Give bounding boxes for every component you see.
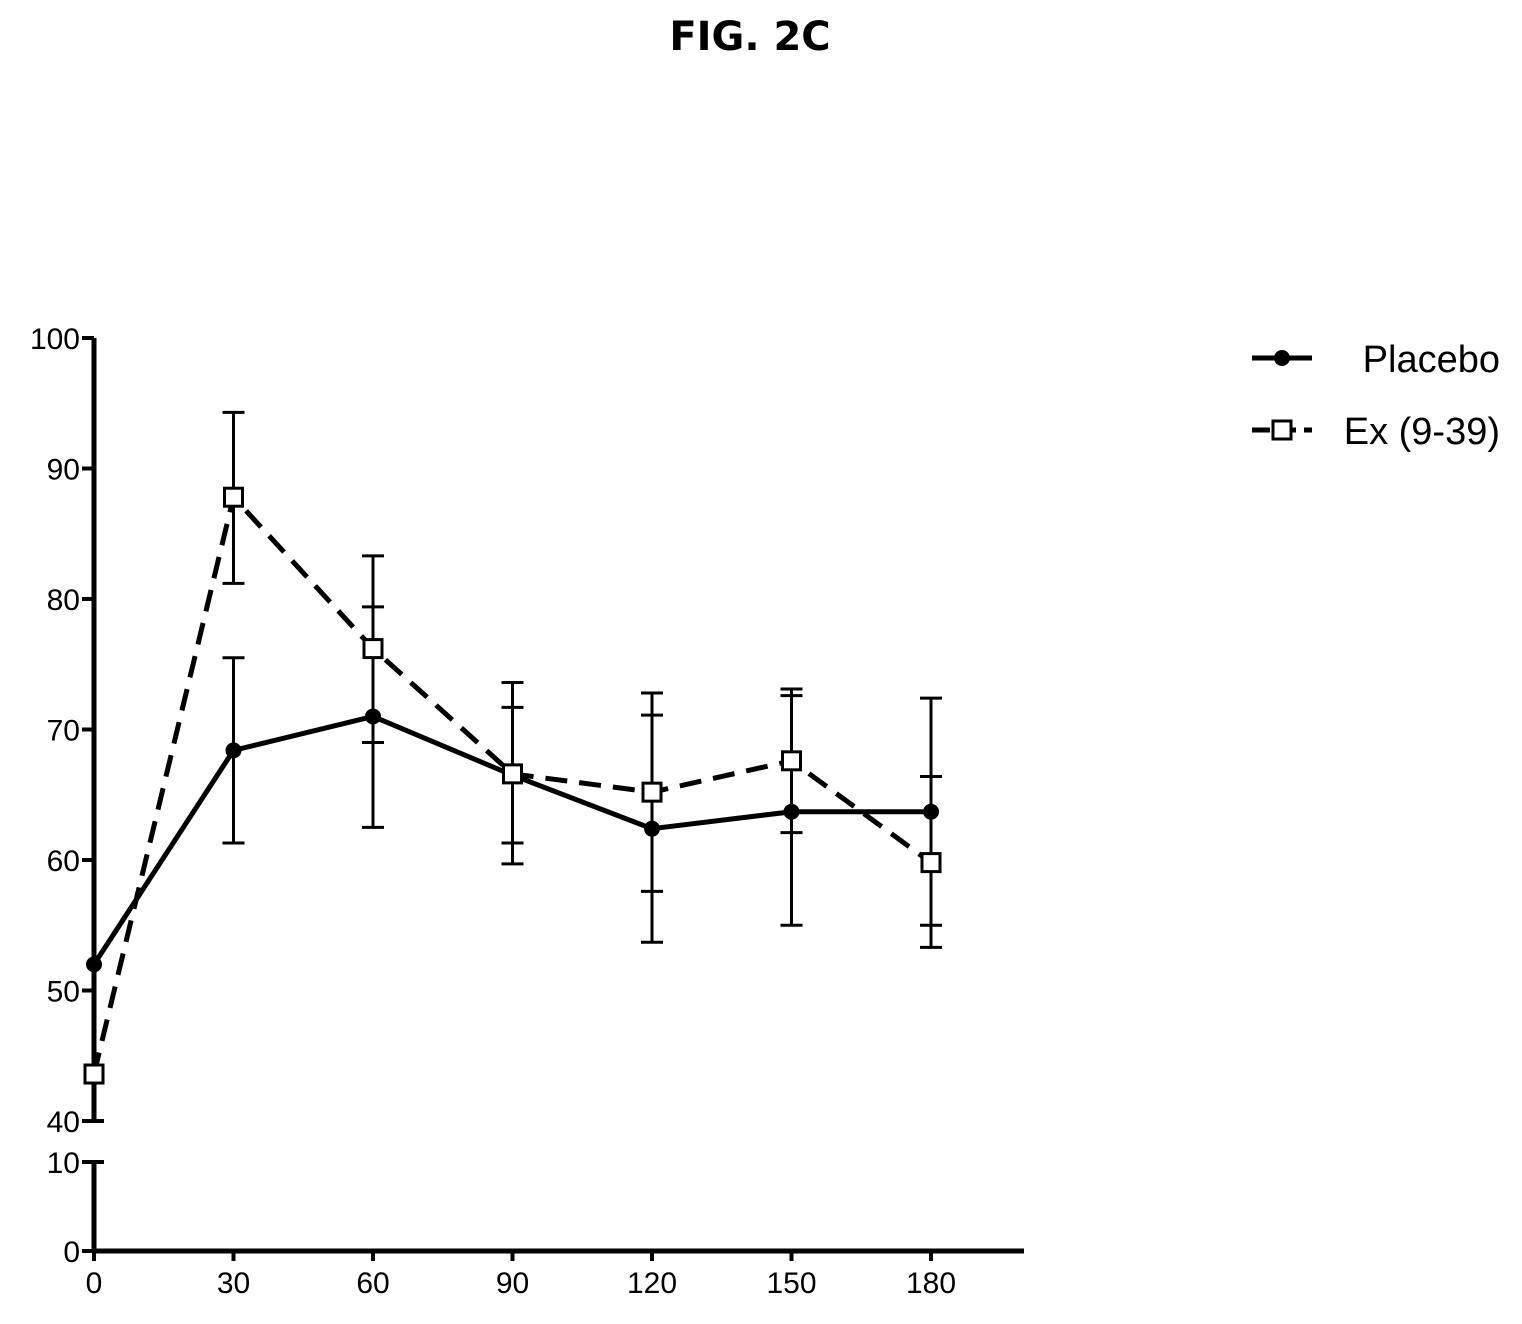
x-tick-label: 180 <box>906 1267 956 1300</box>
y-tick-label: 100 <box>30 323 80 356</box>
y-tick-label: 70 <box>47 715 80 748</box>
figure-title: FIG. 2C <box>669 14 831 60</box>
x-tick-label: 120 <box>627 1267 677 1300</box>
data-point <box>781 750 802 772</box>
chart-legend: Placebo Ex (9-39) <box>1252 339 1500 453</box>
x-tick-label: 150 <box>766 1267 816 1300</box>
data-point <box>225 742 242 759</box>
y-tick-label: 90 <box>47 454 80 487</box>
data-point <box>920 852 942 874</box>
y-tick-label: 10 <box>47 1147 80 1180</box>
x-tick-label: 60 <box>356 1267 389 1300</box>
y-tick-label: 80 <box>47 584 80 617</box>
data-point <box>502 763 523 785</box>
x-tick-label: 30 <box>217 1267 250 1300</box>
legend-label: Ex (9-39) <box>1344 411 1500 453</box>
data-point <box>223 486 244 508</box>
legend-marker <box>1274 350 1290 366</box>
data-point <box>86 956 102 973</box>
y-tick-label: 0 <box>63 1236 80 1269</box>
y-tick-label: 40 <box>47 1106 80 1139</box>
legend-marker <box>1271 419 1293 441</box>
legend-label: Placebo <box>1363 339 1500 381</box>
x-tick-label: 90 <box>496 1267 529 1300</box>
y-tick-label: 50 <box>47 976 80 1009</box>
y-tick-label: 60 <box>47 845 80 878</box>
x-tick-label: 0 <box>86 1267 103 1300</box>
data-point <box>641 781 663 803</box>
data-point <box>362 638 384 660</box>
chart-series <box>83 410 942 1085</box>
data-point <box>83 1063 105 1085</box>
